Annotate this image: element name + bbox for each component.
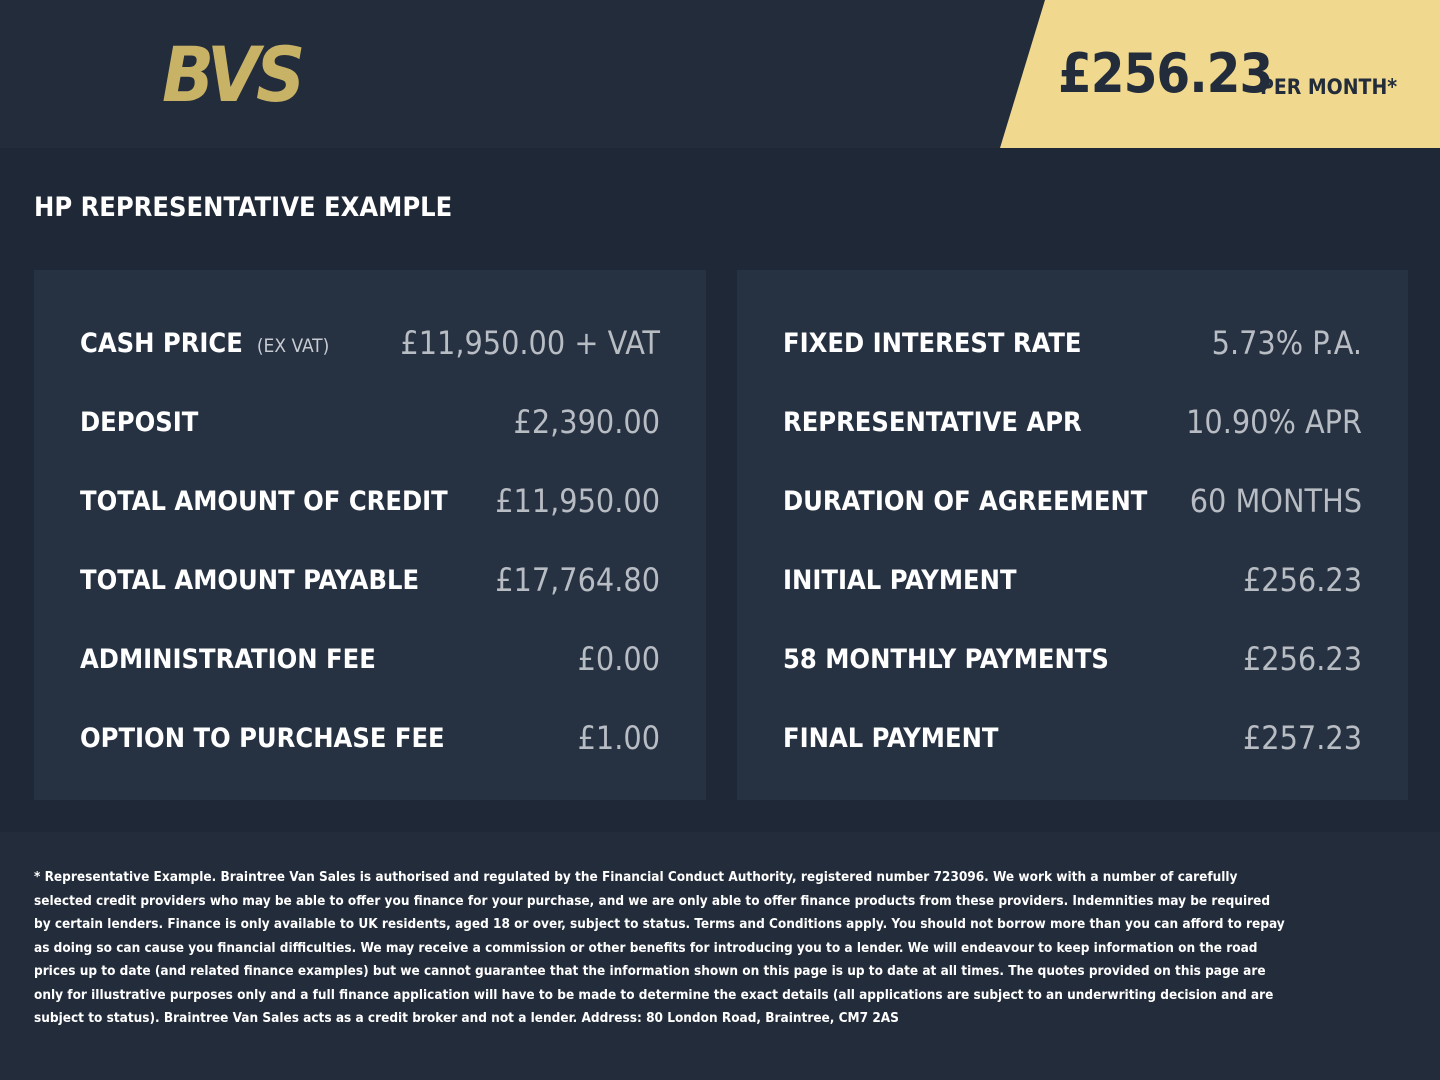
label-text: 58 MONTHLY PAYMENTS (783, 644, 1109, 675)
label: REPRESENTATIVE APR (783, 407, 1082, 438)
value: £256.23 (1242, 640, 1362, 678)
row: FIXED INTEREST RATE 5.73% P.A. (783, 324, 1362, 368)
label: TOTAL AMOUNT PAYABLE (80, 565, 419, 596)
panel: FIXED INTEREST RATE 5.73% P.A. REPRESENTAT… (737, 270, 1408, 800)
label: INITIAL PAYMENT (783, 565, 1017, 596)
value: £256.23 (1242, 561, 1362, 599)
label-text: REPRESENTATIVE APR (783, 407, 1082, 438)
value: £11,950.00 (495, 482, 660, 520)
disclaimer: * Representative Example. Braintree Van … (34, 869, 1285, 1026)
value: 5.73% P.A. (1211, 324, 1362, 362)
header: BVS £256.23 PER MONTH* (0, 0, 1440, 148)
value: 60 MONTHS (1189, 482, 1362, 520)
label-text: ADMINISTRATION FEE (80, 644, 376, 675)
row: TOTAL AMOUNT PAYABLE £17,764.80 (80, 561, 660, 605)
label: FINAL PAYMENT (783, 723, 999, 754)
label-text: TOTAL AMOUNT OF CREDIT (80, 486, 448, 517)
label-text: TOTAL AMOUNT PAYABLE (80, 565, 420, 596)
label: OPTION TO PURCHASE FEE (80, 723, 445, 754)
label: FIXED INTEREST RATE (783, 328, 1082, 359)
label: DEPOSIT (80, 407, 198, 438)
row: 58 MONTHLY PAYMENTS £256.23 (783, 640, 1362, 684)
row: REPRESENTATIVE APR 10.90% APR (783, 403, 1362, 447)
section-title: HP REPRESENTATIVE EXAMPLE (34, 192, 453, 223)
value: £0.00 (577, 640, 660, 678)
label-text: OPTION TO PURCHASE FEE (80, 723, 445, 754)
panel: CASH PRICE (EX VAT) £11,950.00 + VAT DEPOSI… (34, 270, 706, 800)
row: FINAL PAYMENT £257.23 (783, 719, 1362, 763)
label-text: FIXED INTEREST RATE (783, 328, 1082, 359)
label: ADMINISTRATION FEE (80, 644, 376, 675)
label-text: DURATION OF AGREEMENT (783, 486, 1148, 517)
price-box: £256.23 PER MONTH* (1000, 0, 1440, 148)
label-text: FINAL PAYMENT (783, 723, 999, 754)
value: £1.00 (577, 719, 660, 757)
value: £2,390.00 (513, 403, 660, 441)
label: CASH PRICE (EX VAT) (80, 328, 329, 359)
label-text: CASH PRICE (80, 328, 243, 359)
label-note: (EX VAT) (256, 335, 330, 357)
value: 10.90% APR (1186, 403, 1362, 441)
value: £11,950.00 + VAT (400, 324, 660, 362)
row: DEPOSIT £2,390.00 (80, 403, 660, 447)
label: TOTAL AMOUNT OF CREDIT (80, 486, 448, 517)
footer (0, 832, 1440, 1080)
row: OPTION TO PURCHASE FEE £1.00 (80, 719, 660, 763)
row: TOTAL AMOUNT OF CREDIT £11,950.00 (80, 482, 660, 526)
monthly-price: £256.23 (1058, 42, 1273, 105)
value: £17,764.80 (495, 561, 660, 599)
row: CASH PRICE (EX VAT) £11,950.00 + VAT (80, 324, 660, 368)
price-note: PER MONTH* (1260, 75, 1398, 99)
row: INITIAL PAYMENT £256.23 (783, 561, 1362, 605)
label: 58 MONTHLY PAYMENTS (783, 644, 1109, 675)
row: DURATION OF AGREEMENT 60 MONTHS (783, 482, 1362, 526)
logo: BVS (162, 30, 305, 119)
value: £257.23 (1242, 719, 1362, 757)
row: ADMINISTRATION FEE £0.00 (80, 640, 660, 684)
label-text: DEPOSIT (80, 407, 199, 438)
label-text: INITIAL PAYMENT (783, 565, 1017, 596)
label: DURATION OF AGREEMENT (783, 486, 1147, 517)
